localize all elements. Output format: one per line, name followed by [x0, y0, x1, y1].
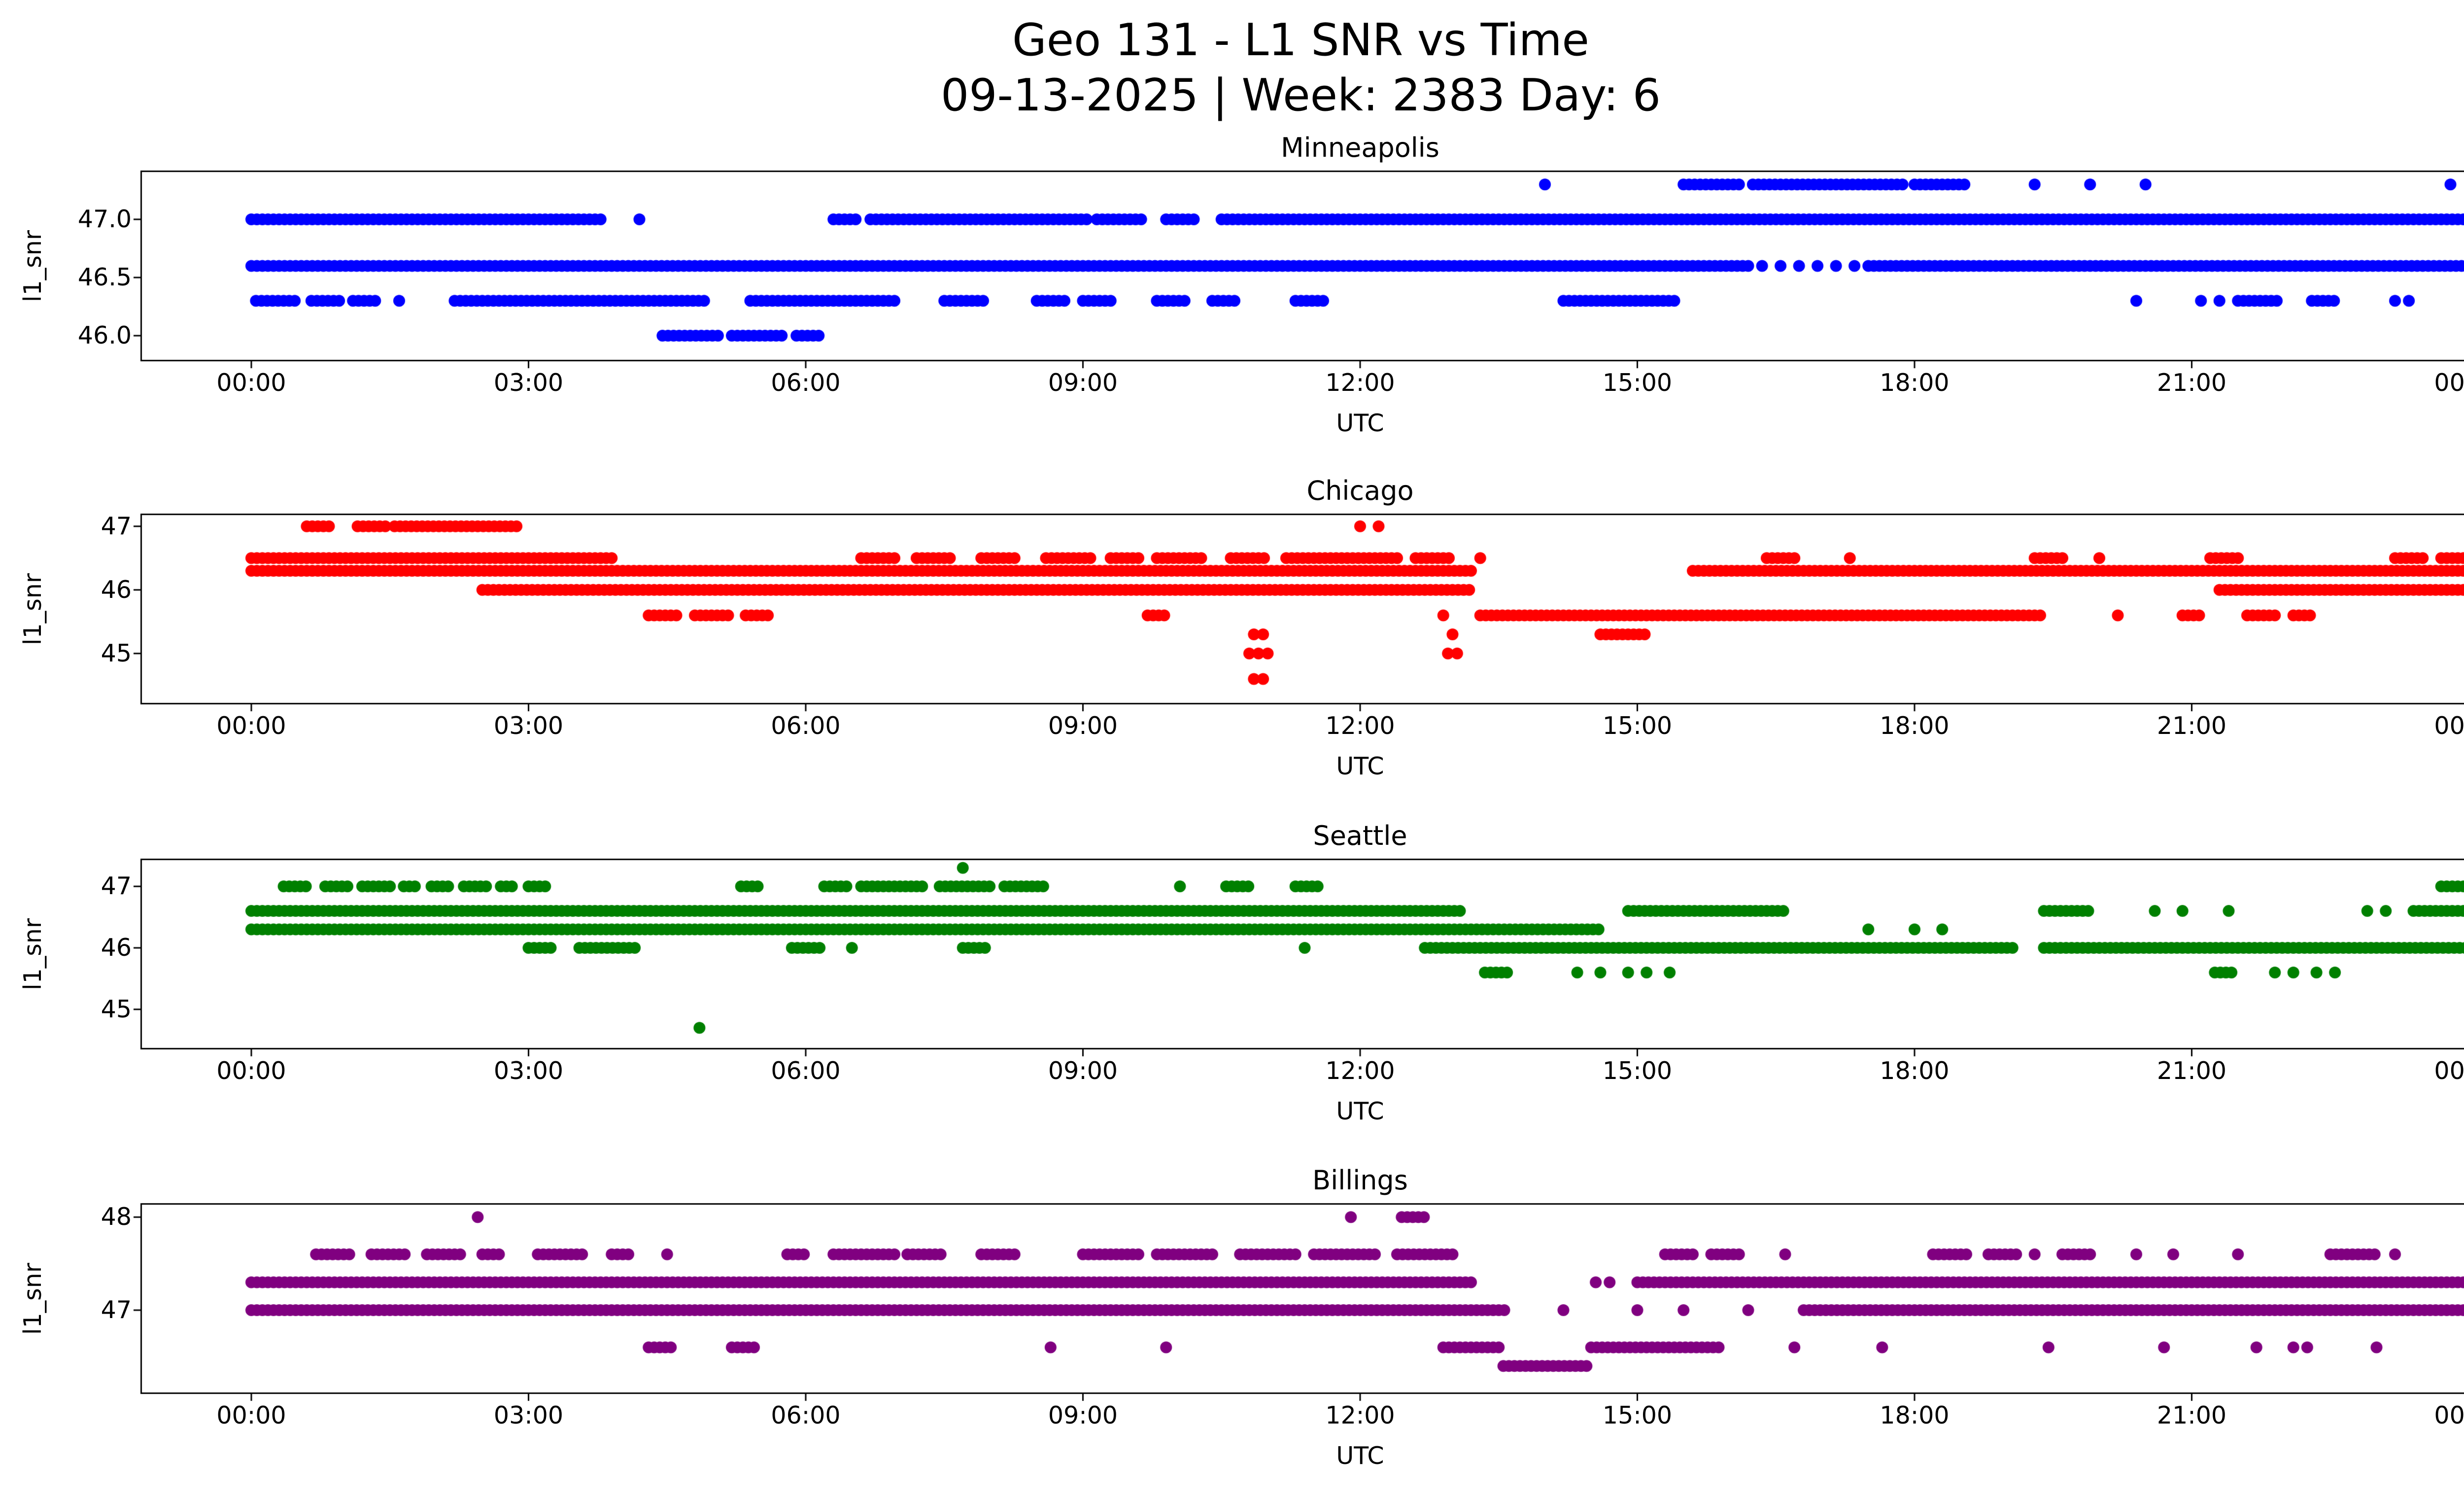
y-tick-label: 47: [101, 1296, 132, 1324]
y-tick-label: 46.0: [77, 321, 132, 350]
figure-title-line2: 09-13-2025 | Week: 2383 Day: 6: [940, 70, 1661, 121]
y-tick-label: 46: [101, 575, 132, 604]
x-tick-label: 09:00: [1048, 1057, 1118, 1085]
x-tick-label: 03:00: [493, 369, 564, 397]
figure-title: Geo 131 - L1 SNR vs Time 09-13-2025 | We…: [0, 13, 2464, 123]
x-tick-label: 15:00: [1602, 712, 1673, 740]
y-tick-label: 48: [101, 1203, 132, 1231]
x-tick-label: 00:00: [216, 712, 286, 740]
y-axis-label-minneapolis: l1_snr: [19, 230, 47, 302]
y-tick-label: 46: [101, 934, 132, 962]
x-tick-label: 15:00: [1602, 1057, 1673, 1085]
x-tick-label: 21:00: [2156, 369, 2227, 397]
y-axis-label-chicago: l1_snr: [19, 573, 47, 645]
y-tick-label: 47.0: [77, 205, 132, 234]
x-axis-label-seattle: UTC: [1336, 1097, 1384, 1125]
y-tick-label: 45: [101, 995, 132, 1023]
x-axis-label-minneapolis: UTC: [1336, 409, 1384, 437]
x-tick-label: 12:00: [1325, 1057, 1395, 1085]
x-tick-label: 06:00: [771, 1057, 841, 1085]
x-tick-label: 21:00: [2156, 1401, 2227, 1429]
x-tick-label: 03:00: [493, 1057, 564, 1085]
x-tick-label: 03:00: [493, 712, 564, 740]
plot-canvas-minneapolis: [121, 151, 2464, 381]
x-axis-label-billings: UTC: [1336, 1442, 1384, 1470]
x-tick-label: 00:00: [216, 1401, 286, 1429]
x-tick-label: 00:00: [216, 369, 286, 397]
x-tick-label: 18:00: [1880, 369, 1950, 397]
x-tick-label: 15:00: [1602, 1401, 1673, 1429]
x-tick-label: 06:00: [771, 1401, 841, 1429]
plot-canvas-seattle: [121, 839, 2464, 1069]
x-tick-label: 18:00: [1880, 1401, 1950, 1429]
x-tick-label: 09:00: [1048, 369, 1118, 397]
plot-canvas-chicago: [121, 494, 2464, 724]
x-tick-label: 06:00: [771, 369, 841, 397]
x-tick-label: 12:00: [1325, 712, 1395, 740]
x-tick-label: 12:00: [1325, 369, 1395, 397]
x-tick-label: 15:00: [1602, 369, 1673, 397]
x-tick-label: 00:00: [216, 1057, 286, 1085]
y-tick-label: 45: [101, 639, 132, 667]
x-tick-label: 18:00: [1880, 1057, 1950, 1085]
x-tick-label: 00:00: [2434, 1401, 2464, 1429]
x-tick-label: 09:00: [1048, 712, 1118, 740]
x-tick-label: 09:00: [1048, 1401, 1118, 1429]
y-tick-label: 47: [101, 872, 132, 901]
y-tick-label: 47: [101, 512, 132, 540]
x-tick-label: 18:00: [1880, 712, 1950, 740]
x-tick-label: 21:00: [2156, 1057, 2227, 1085]
x-tick-label: 12:00: [1325, 1401, 1395, 1429]
y-axis-label-billings: l1_snr: [19, 1262, 47, 1335]
x-tick-label: 06:00: [771, 712, 841, 740]
figure-title-line1: Geo 131 - L1 SNR vs Time: [1012, 14, 1589, 66]
y-axis-label-seattle: l1_snr: [19, 918, 47, 990]
y-tick-label: 46.5: [77, 263, 132, 292]
x-tick-label: 21:00: [2156, 712, 2227, 740]
x-tick-label: 00:00: [2434, 1057, 2464, 1085]
plot-canvas-billings: [121, 1183, 2464, 1414]
x-tick-label: 03:00: [493, 1401, 564, 1429]
x-axis-label-chicago: UTC: [1336, 752, 1384, 780]
x-tick-label: 00:00: [2434, 369, 2464, 397]
x-tick-label: 00:00: [2434, 712, 2464, 740]
